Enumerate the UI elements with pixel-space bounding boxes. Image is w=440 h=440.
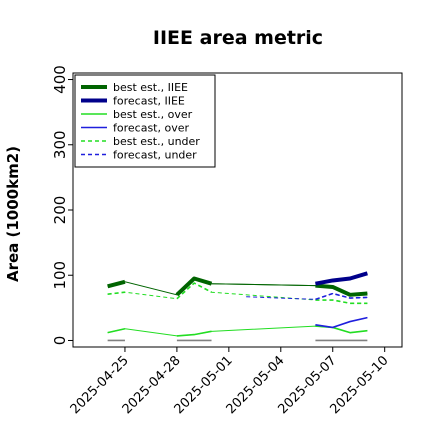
y-axis: 0 100 200 300 400 bbox=[51, 65, 73, 345]
legend-label-3: forecast, over bbox=[113, 122, 189, 135]
series-line-0-1 bbox=[175, 276, 213, 297]
chart-title: IIEE area metric bbox=[153, 27, 323, 49]
series-line-3-0 bbox=[315, 316, 368, 329]
series-line-0-0 bbox=[107, 279, 126, 289]
x-axis: 2025-04-252025-04-282025-05-012025-05-04… bbox=[68, 347, 392, 417]
y-tick-label-4: 400 bbox=[51, 65, 69, 94]
y-tick-label-0: 0 bbox=[51, 336, 69, 346]
legend-label-0: best est., IIEE bbox=[113, 81, 188, 94]
legend-label-4: best est., under bbox=[113, 135, 200, 148]
legend-label-5: forecast, under bbox=[113, 149, 197, 162]
series-line-2-0 bbox=[107, 327, 126, 334]
legend-label-1: forecast, IIEE bbox=[113, 95, 185, 108]
y-tick-label-2: 200 bbox=[51, 196, 69, 225]
series-line-4-2 bbox=[315, 299, 368, 305]
legend-box bbox=[74, 74, 216, 168]
y-axis-label: Area (1000km2) bbox=[4, 146, 22, 282]
series-thin-5 bbox=[246, 292, 368, 300]
series-line-1-0 bbox=[315, 271, 368, 286]
series-line-4-0 bbox=[107, 291, 126, 295]
y-tick-label-1: 100 bbox=[51, 261, 69, 290]
series-line-0-2 bbox=[315, 283, 368, 297]
y-tick-label-3: 300 bbox=[51, 130, 69, 159]
legend-label-2: best est., over bbox=[113, 108, 193, 121]
series-line-2-2 bbox=[315, 325, 368, 334]
series-lines bbox=[107, 271, 368, 337]
series-line-5-1 bbox=[315, 292, 368, 301]
series-line-2-1 bbox=[176, 330, 212, 337]
series-line-4-1 bbox=[176, 282, 212, 300]
